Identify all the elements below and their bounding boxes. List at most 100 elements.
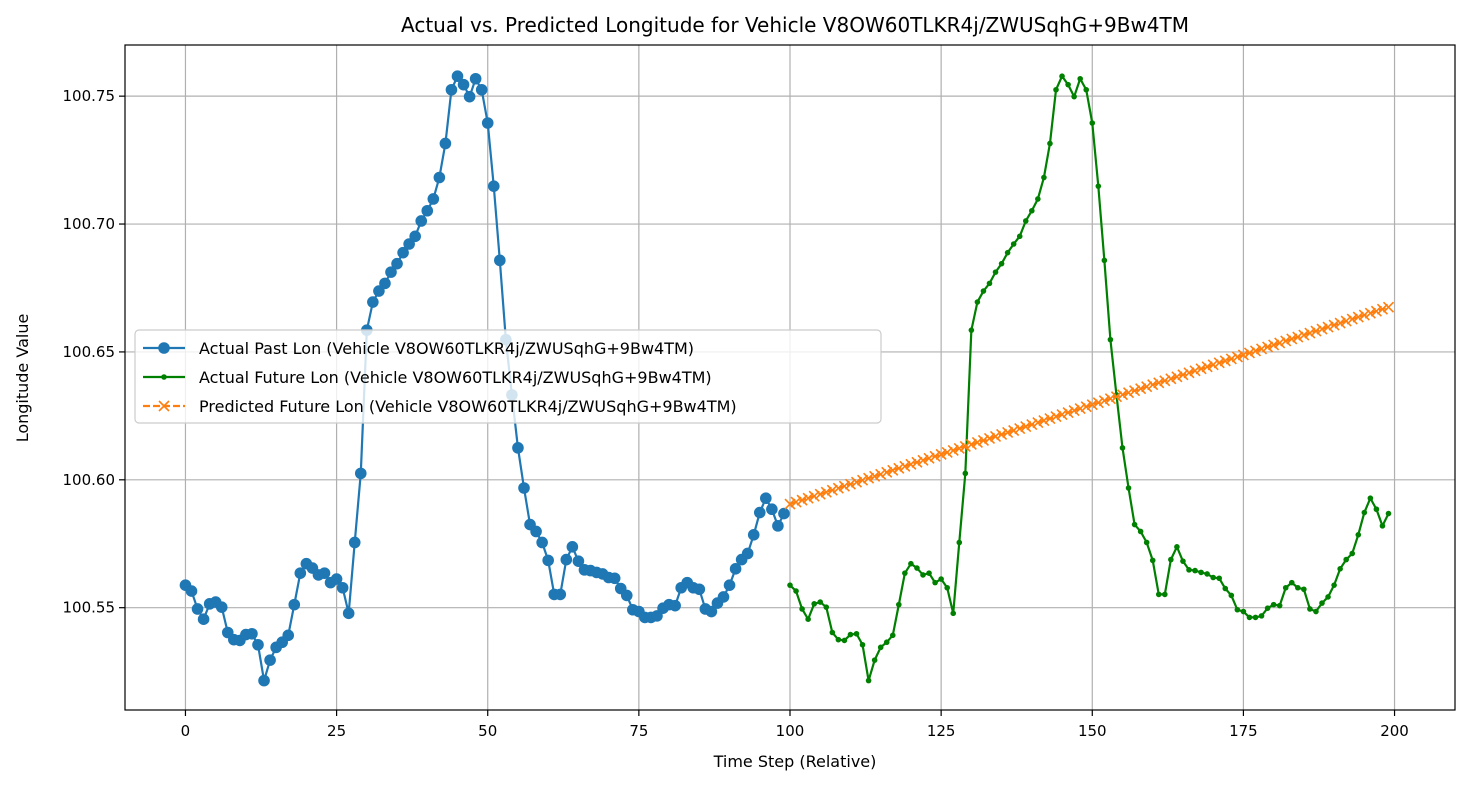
- data-point-future: [986, 280, 993, 287]
- data-point-future: [1252, 614, 1259, 621]
- data-point-predicted: [784, 498, 796, 510]
- series-predicted-line: [789, 306, 1389, 506]
- data-point-predicted: [947, 444, 959, 456]
- data-point-predicted: [1304, 327, 1316, 339]
- data-point-future: [1282, 584, 1289, 591]
- data-point-past: [288, 598, 301, 611]
- series-layer: [179, 70, 1395, 687]
- data-point-future: [1331, 582, 1337, 588]
- data-point-future: [1029, 207, 1035, 214]
- data-point-predicted: [850, 476, 863, 488]
- axis-ticks: 0 25 50 75 100 125 150 175 200 100.55 100.60 100.65…: [63, 87, 1409, 740]
- data-point-predicted: [1213, 357, 1225, 369]
- data-point-future: [1319, 600, 1325, 606]
- data-point-predicted: [953, 442, 965, 454]
- data-point-future: [1234, 606, 1241, 613]
- data-point-predicted: [1316, 323, 1328, 335]
- data-point-predicted: [1129, 385, 1141, 397]
- data-point-predicted: [1382, 301, 1395, 313]
- data-point-predicted: [1159, 375, 1171, 387]
- data-point-past: [766, 503, 778, 516]
- data-point-past: [753, 506, 766, 519]
- data-point-past: [391, 257, 403, 270]
- data-point-future: [1119, 445, 1126, 451]
- data-point-predicted: [796, 494, 808, 506]
- data-point-past: [258, 674, 270, 687]
- legend-label-future: Actual Future Lon (Vehicle V8OW60TLKR4j/…: [199, 368, 712, 387]
- data-point-past: [693, 583, 706, 596]
- x-tick-label: 150: [1078, 722, 1107, 740]
- data-point-predicted: [935, 448, 947, 460]
- data-point-future: [1065, 81, 1071, 88]
- data-point-future: [1035, 196, 1041, 202]
- data-point-future: [1198, 569, 1204, 576]
- data-point-predicted: [1352, 311, 1364, 323]
- data-point-future: [1101, 257, 1108, 264]
- data-point-future: [896, 601, 902, 608]
- data-point-predicted: [899, 460, 911, 472]
- data-point-predicted: [1243, 347, 1256, 359]
- data-point-predicted: [1322, 321, 1334, 333]
- data-point-future: [1379, 523, 1386, 529]
- data-point-past: [409, 230, 421, 243]
- data-point-past: [421, 204, 434, 217]
- data-point-predicted: [977, 434, 990, 447]
- data-point-past: [282, 629, 295, 642]
- data-point-future: [799, 606, 805, 612]
- data-point-past: [385, 266, 397, 278]
- data-point-future: [1343, 556, 1349, 563]
- data-point-future: [1385, 510, 1392, 517]
- data-point-future: [823, 604, 830, 610]
- data-point-future: [883, 639, 890, 646]
- data-point-past: [536, 536, 548, 549]
- data-point-predicted: [989, 430, 1002, 443]
- data-point-past: [354, 467, 367, 480]
- data-point-future: [998, 260, 1005, 267]
- data-point-past: [705, 605, 718, 618]
- data-point-past: [620, 589, 633, 602]
- data-point-predicted: [1280, 335, 1292, 347]
- data-point-future: [1355, 531, 1362, 538]
- data-point-future: [787, 582, 793, 588]
- data-point-predicted: [869, 470, 881, 482]
- data-point-predicted: [1116, 389, 1129, 401]
- data-point-predicted: [1310, 325, 1322, 337]
- data-point-predicted: [1237, 349, 1249, 361]
- data-point-future: [1137, 528, 1144, 535]
- data-point-predicted: [838, 480, 850, 492]
- y-tick-label: 100.60: [63, 471, 116, 489]
- data-point-future: [926, 570, 932, 576]
- data-point-predicted: [965, 438, 977, 450]
- legend-label-past: Actual Past Lon (Vehicle V8OW60TLKR4j/ZW…: [199, 339, 694, 358]
- data-point-future: [956, 539, 963, 546]
- data-point-future: [1349, 550, 1356, 557]
- data-point-future: [1016, 233, 1023, 240]
- data-point-future: [992, 269, 999, 275]
- data-point-past: [542, 554, 554, 567]
- data-point-future: [871, 657, 878, 663]
- data-point-past: [330, 573, 343, 585]
- data-point-future: [811, 601, 817, 607]
- data-point-past: [397, 246, 409, 259]
- data-point-predicted: [1274, 337, 1286, 349]
- data-point-future: [1149, 557, 1156, 564]
- data-point-predicted: [1165, 373, 1177, 385]
- data-point-future: [805, 616, 811, 623]
- data-point-predicted: [923, 452, 935, 464]
- data-point-predicted: [1328, 319, 1340, 331]
- data-point-past: [336, 581, 349, 594]
- data-point-past: [318, 567, 331, 579]
- data-point-predicted: [1098, 395, 1110, 407]
- x-tick-label: 125: [927, 722, 956, 740]
- data-point-future: [859, 641, 866, 648]
- data-point-past: [760, 492, 772, 505]
- data-point-predicted: [905, 458, 917, 470]
- data-point-future: [1089, 120, 1096, 126]
- data-point-past: [342, 607, 355, 620]
- data-point-predicted: [971, 436, 983, 449]
- data-point-future: [1168, 556, 1174, 563]
- data-point-future: [847, 631, 854, 638]
- data-point-predicted: [1358, 309, 1370, 321]
- data-point-predicted: [1370, 305, 1382, 317]
